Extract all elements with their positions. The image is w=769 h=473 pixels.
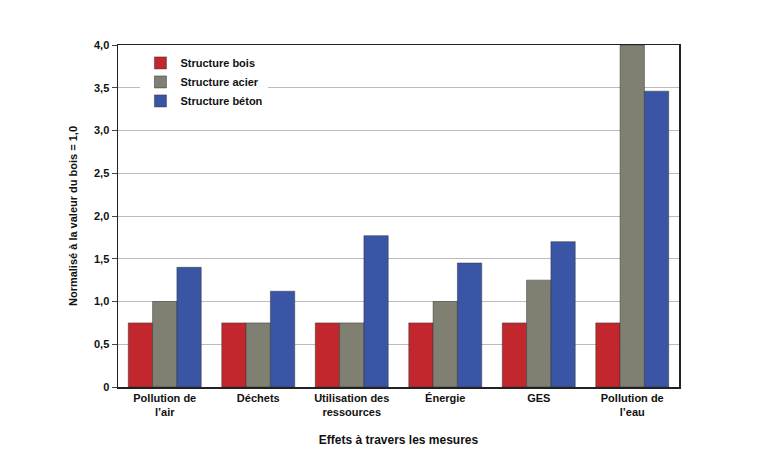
svg-text:Normalisé à la valeur du bois: Normalisé à la valeur du bois = 1,0 bbox=[67, 126, 79, 306]
svg-text:0: 0 bbox=[103, 381, 109, 393]
svg-text:3,5: 3,5 bbox=[94, 82, 109, 94]
svg-text:4,0: 4,0 bbox=[94, 39, 109, 51]
svg-text:Structure acier: Structure acier bbox=[180, 76, 258, 88]
svg-text:Effets à travers les mesures: Effets à travers les mesures bbox=[319, 433, 479, 447]
svg-text:2,0: 2,0 bbox=[94, 210, 109, 222]
svg-text:1,0: 1,0 bbox=[94, 295, 109, 307]
svg-text:2,5: 2,5 bbox=[94, 167, 109, 179]
svg-text:Pollution del’eau: Pollution del’eau bbox=[601, 392, 664, 418]
svg-text:1,5: 1,5 bbox=[94, 253, 109, 265]
svg-text:GES: GES bbox=[527, 392, 550, 404]
svg-text:Structure bois: Structure bois bbox=[180, 57, 255, 69]
svg-text:0,5: 0,5 bbox=[94, 338, 109, 350]
svg-text:Utilisation desressources: Utilisation desressources bbox=[314, 392, 389, 418]
svg-text:Pollution del’air: Pollution del’air bbox=[133, 392, 196, 418]
svg-text:Déchets: Déchets bbox=[237, 392, 280, 404]
svg-text:Structure béton: Structure béton bbox=[180, 95, 262, 107]
svg-text:Énergie: Énergie bbox=[425, 392, 465, 404]
svg-text:3,0: 3,0 bbox=[94, 124, 109, 136]
